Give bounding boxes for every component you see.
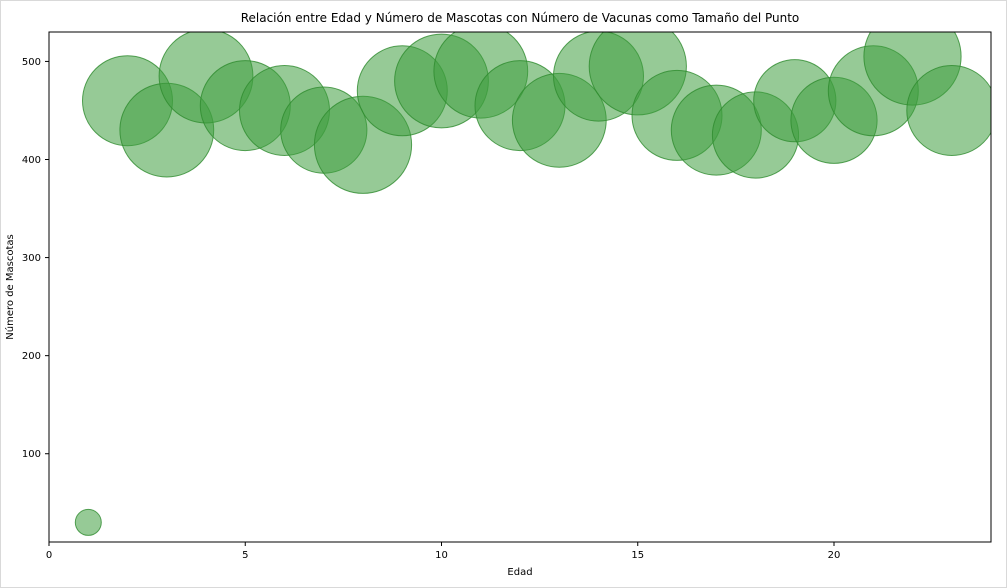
- x-tick-label: 15: [631, 550, 644, 561]
- y-tick-label: 400: [22, 155, 41, 166]
- axes-spines: [48, 31, 992, 543]
- y-axis-label: Número de Mascotas: [4, 234, 16, 339]
- chart-title: Relación entre Edad y Número de Mascotas…: [241, 11, 800, 25]
- x-tick-label: 0: [46, 550, 52, 561]
- y-tick-label: 100: [22, 449, 41, 460]
- x-axis-label: Edad: [507, 567, 532, 578]
- x-axis-ticks: 0 5 10 15 20: [46, 542, 841, 561]
- y-tick-label: 500: [22, 57, 41, 68]
- x-tick-label: 5: [242, 550, 248, 561]
- y-tick-label: 300: [22, 253, 41, 264]
- bubble: [74, 508, 102, 536]
- y-tick-label: 200: [22, 351, 41, 362]
- bubble-series: [74, 32, 991, 536]
- bubble: [906, 65, 991, 156]
- x-tick-label: 20: [828, 550, 841, 561]
- y-axis-ticks: 100 200 300 400 500: [22, 57, 49, 460]
- x-tick-label: 10: [435, 550, 448, 561]
